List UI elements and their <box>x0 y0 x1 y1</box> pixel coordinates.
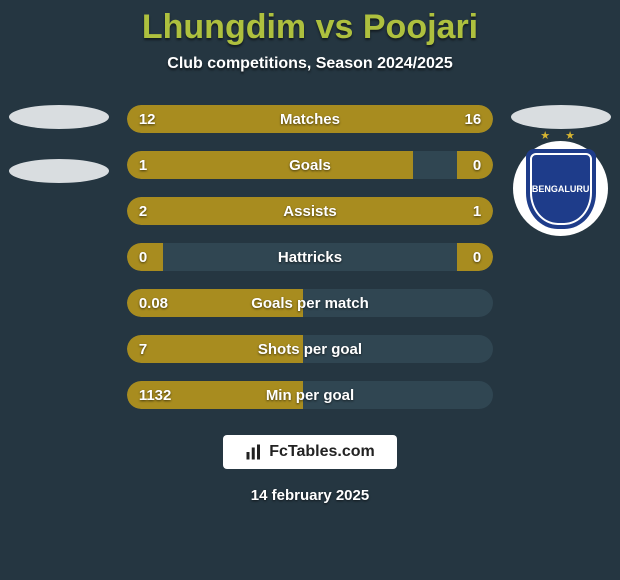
stat-label: Min per goal <box>266 387 354 404</box>
stat-value-left: 1 <box>139 157 147 174</box>
stat-value-left: 2 <box>139 203 147 220</box>
stat-value-right: 16 <box>464 111 481 128</box>
stat-value-left: 12 <box>139 111 156 128</box>
left-player-column <box>0 105 119 409</box>
stat-label: Assists <box>283 203 336 220</box>
right-badge-1 <box>511 105 611 129</box>
stat-bars: 12 Matches 16 1 Goals 0 2 Assists 1 0 Hattricks 0 0.… <box>127 105 493 409</box>
stat-bar: 1132 Min per goal <box>127 381 493 409</box>
stat-value-left: 1132 <box>139 387 172 404</box>
crest-text: BENGALURU <box>532 184 590 194</box>
brand-chart-icon <box>245 443 263 461</box>
subtitle: Club competitions, Season 2024/2025 <box>167 55 452 73</box>
crest-shield-icon: BENGALURU <box>526 149 596 229</box>
stat-fill-left <box>127 151 413 179</box>
comparison-content: 12 Matches 16 1 Goals 0 2 Assists 1 0 Hattricks 0 0.… <box>0 105 620 409</box>
left-badge-2 <box>9 159 109 183</box>
stat-label: Goals per match <box>251 295 369 312</box>
right-club-crest: ★ ★ BENGALURU <box>513 141 608 236</box>
stat-label: Matches <box>280 111 340 128</box>
stat-value-left: 0 <box>139 249 147 266</box>
stat-label: Goals <box>289 157 331 174</box>
stat-bar: 7 Shots per goal <box>127 335 493 363</box>
title-text: Lhungdim vs Poojari <box>142 8 478 46</box>
right-player-column: ★ ★ BENGALURU <box>501 105 620 409</box>
crest-stars-icon: ★ ★ <box>540 129 581 142</box>
brand-text: FcTables.com <box>269 443 375 461</box>
stat-value-right: 0 <box>473 249 481 266</box>
stat-value-right: 1 <box>473 203 481 220</box>
stat-label: Shots per goal <box>258 341 362 358</box>
stat-bar: 0 Hattricks 0 <box>127 243 493 271</box>
stat-bar: 2 Assists 1 <box>127 197 493 225</box>
stat-value-left: 7 <box>139 341 147 358</box>
stat-value-right: 0 <box>473 157 481 174</box>
stat-bar: 0.08 Goals per match <box>127 289 493 317</box>
stat-value-left: 0.08 <box>139 295 168 312</box>
left-badge-1 <box>9 105 109 129</box>
footer-brand-badge: FcTables.com <box>223 435 397 469</box>
stat-bar: 12 Matches 16 <box>127 105 493 133</box>
stat-label: Hattricks <box>278 249 342 266</box>
page-title: Lhungdim vs Poojari <box>142 8 478 47</box>
stat-bar: 1 Goals 0 <box>127 151 493 179</box>
date-text: 14 february 2025 <box>251 487 369 504</box>
